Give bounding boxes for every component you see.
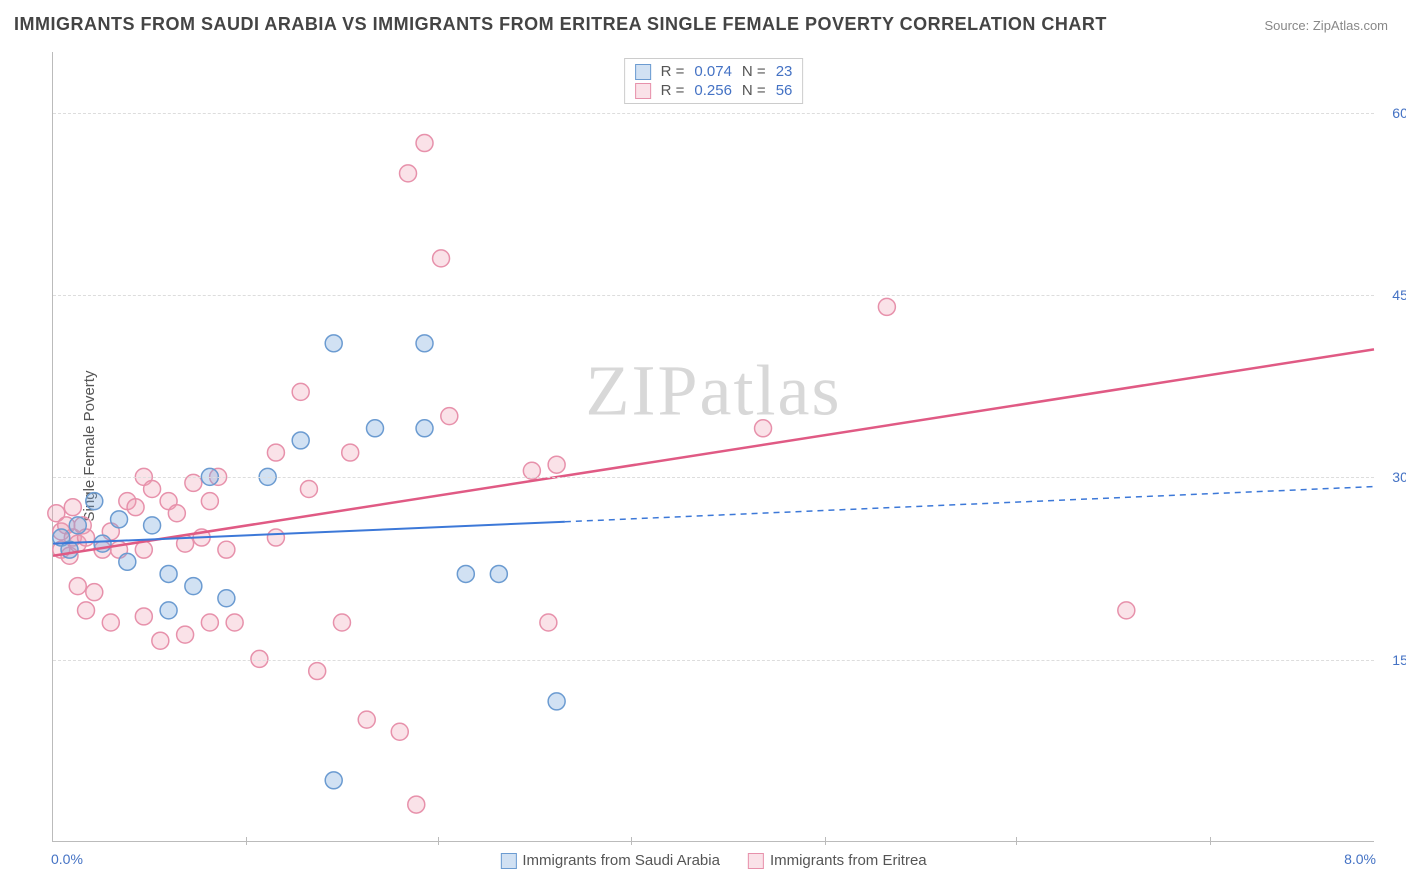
data-point-eritrea <box>309 663 326 680</box>
data-point-eritrea <box>358 711 375 728</box>
data-point-saudi <box>160 602 177 619</box>
data-point-eritrea <box>342 444 359 461</box>
correlation-legend: R = 0.074 N = 23 R = 0.256 N = 56 <box>624 58 804 104</box>
data-point-eritrea <box>548 456 565 473</box>
chart-plot-area: ZIPatlas 15.0%30.0%45.0%60.0% 0.0% 8.0% … <box>52 52 1374 842</box>
data-point-saudi <box>292 432 309 449</box>
data-point-saudi <box>185 578 202 595</box>
data-point-eritrea <box>226 614 243 631</box>
legend-item-saudi: Immigrants from Saudi Arabia <box>500 852 720 869</box>
data-point-eritrea <box>267 529 284 546</box>
data-point-eritrea <box>64 499 81 516</box>
data-point-eritrea <box>127 499 144 516</box>
legend-label-saudi: Immigrants from Saudi Arabia <box>522 852 720 869</box>
data-point-eritrea <box>152 632 169 649</box>
legend-r-saudi: 0.074 <box>694 63 732 80</box>
data-point-eritrea <box>755 420 772 437</box>
data-point-saudi <box>548 693 565 710</box>
data-point-eritrea <box>144 480 161 497</box>
data-point-eritrea <box>69 578 86 595</box>
x-axis-tick-mark <box>825 837 826 845</box>
x-axis-tick-mark <box>1016 837 1017 845</box>
y-axis-tick: 60.0% <box>1377 105 1406 121</box>
data-point-eritrea <box>168 505 185 522</box>
y-axis-tick: 45.0% <box>1377 287 1406 303</box>
data-point-eritrea <box>1118 602 1135 619</box>
data-point-saudi <box>367 420 384 437</box>
gridline <box>53 113 1374 114</box>
data-point-saudi <box>457 565 474 582</box>
data-point-eritrea <box>540 614 557 631</box>
data-point-eritrea <box>391 723 408 740</box>
data-point-eritrea <box>441 408 458 425</box>
legend-item-eritrea: Immigrants from Eritrea <box>748 852 927 869</box>
data-point-eritrea <box>201 614 218 631</box>
data-point-saudi <box>490 565 507 582</box>
trend-line <box>53 349 1374 555</box>
y-axis-tick: 15.0% <box>1377 652 1406 668</box>
chart-title: IMMIGRANTS FROM SAUDI ARABIA VS IMMIGRAN… <box>14 14 1107 35</box>
data-point-eritrea <box>408 796 425 813</box>
data-point-saudi <box>325 335 342 352</box>
x-axis-tick-mark <box>438 837 439 845</box>
x-axis-tick-mark <box>1210 837 1211 845</box>
trend-line <box>565 487 1374 522</box>
legend-n-label: N = <box>742 82 766 99</box>
legend-r-label: R = <box>661 63 685 80</box>
source-attribution: Source: ZipAtlas.com <box>1264 18 1388 33</box>
series-legend: Immigrants from Saudi Arabia Immigrants … <box>500 852 926 869</box>
data-point-eritrea <box>135 608 152 625</box>
data-point-saudi <box>325 772 342 789</box>
data-point-saudi <box>218 590 235 607</box>
data-point-eritrea <box>218 541 235 558</box>
data-point-eritrea <box>400 165 417 182</box>
data-point-eritrea <box>333 614 350 631</box>
data-point-eritrea <box>267 444 284 461</box>
x-axis-tick-end: 8.0% <box>1344 851 1376 867</box>
data-point-saudi <box>416 335 433 352</box>
data-point-saudi <box>86 493 103 510</box>
data-point-saudi <box>144 517 161 534</box>
trend-line <box>53 522 565 544</box>
legend-swatch-saudi <box>635 64 651 80</box>
legend-r-label: R = <box>661 82 685 99</box>
data-point-eritrea <box>102 614 119 631</box>
data-point-eritrea <box>416 135 433 152</box>
x-axis-tick-mark <box>631 837 632 845</box>
legend-swatch-saudi <box>500 853 516 869</box>
x-axis-tick-mark <box>246 837 247 845</box>
data-point-eritrea <box>878 298 895 315</box>
data-point-eritrea <box>433 250 450 267</box>
gridline <box>53 660 1374 661</box>
data-point-saudi <box>416 420 433 437</box>
gridline <box>53 295 1374 296</box>
y-axis-tick: 30.0% <box>1377 469 1406 485</box>
legend-label-eritrea: Immigrants from Eritrea <box>770 852 927 869</box>
gridline <box>53 477 1374 478</box>
data-point-eritrea <box>78 602 95 619</box>
x-axis-tick-start: 0.0% <box>51 851 83 867</box>
legend-swatch-eritrea <box>748 853 764 869</box>
data-point-eritrea <box>300 480 317 497</box>
data-point-eritrea <box>201 493 218 510</box>
legend-n-eritrea: 56 <box>776 82 793 99</box>
legend-n-label: N = <box>742 63 766 80</box>
data-point-saudi <box>69 517 86 534</box>
data-point-eritrea <box>177 626 194 643</box>
legend-swatch-eritrea <box>635 83 651 99</box>
data-point-saudi <box>119 553 136 570</box>
data-point-saudi <box>111 511 128 528</box>
data-point-eritrea <box>292 383 309 400</box>
data-point-eritrea <box>86 584 103 601</box>
scatter-plot-svg <box>53 52 1374 841</box>
legend-n-saudi: 23 <box>776 63 793 80</box>
data-point-saudi <box>160 565 177 582</box>
legend-r-eritrea: 0.256 <box>694 82 732 99</box>
